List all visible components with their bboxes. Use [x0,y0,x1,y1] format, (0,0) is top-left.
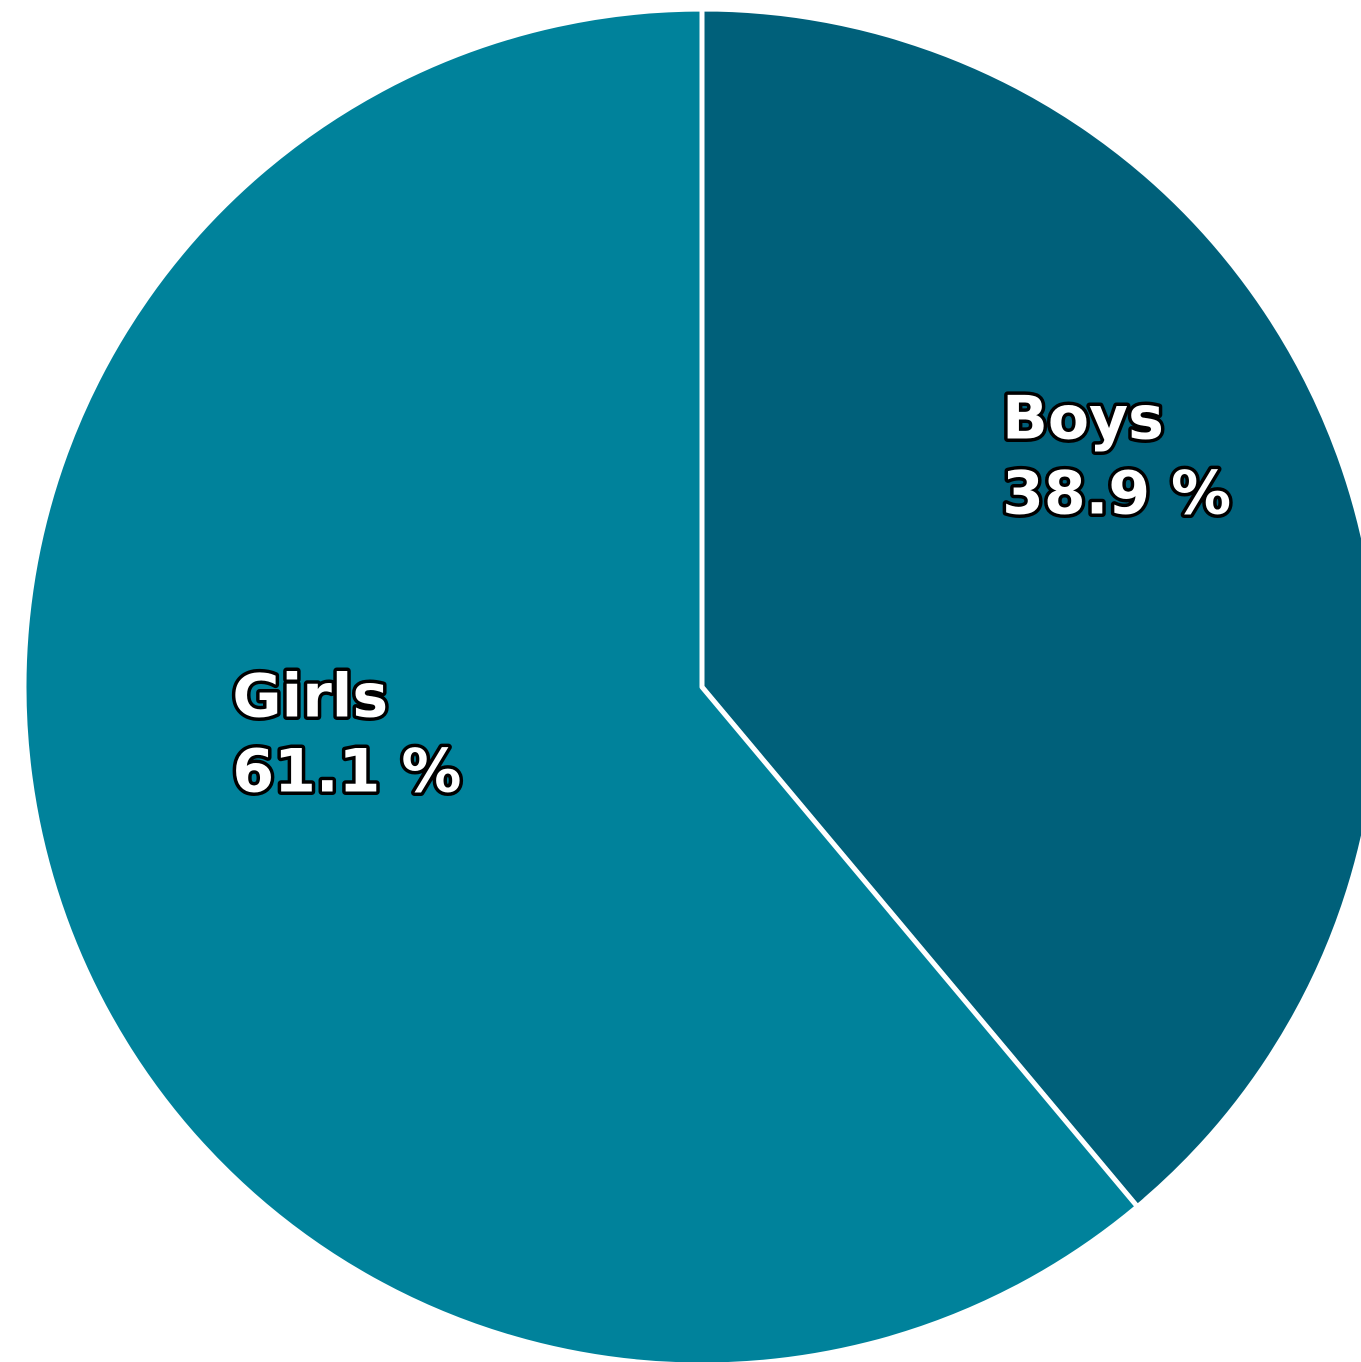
pie-labels: Boys 38.9 % Girls 61.1 % [229,380,1235,810]
slice-name-boys: Boys [1002,383,1164,453]
pie-slice-boys [699,6,1361,1210]
slice-name-girls: Girls [232,661,388,731]
slice-value-boys: 38.9 % [1002,458,1231,528]
slice-label-boys: Boys 38.9 % [1002,383,1231,528]
slice-value-girls: 61.1 % [232,736,461,806]
slice-label-girls: Girls 61.1 % [232,661,461,806]
pie-slices [21,6,1361,1362]
